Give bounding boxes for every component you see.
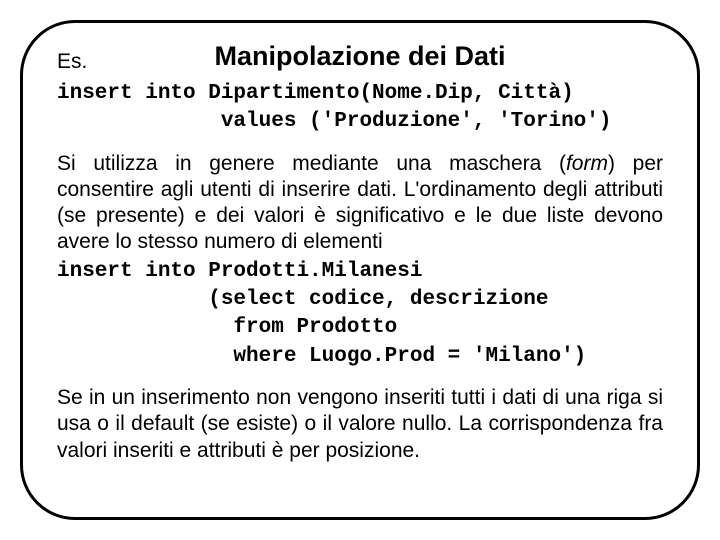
code-block-1: insert into Dipartimento(Nome.Dip, Città… <box>57 80 667 137</box>
code2-line4: where Luogo.Prod = 'Milano') <box>57 345 586 368</box>
code-block-2: insert into Prodotti.Milanesi (select co… <box>57 258 667 371</box>
code2-line3: from Prodotto <box>57 316 397 339</box>
code2-line2: (select codice, descrizione <box>57 288 548 311</box>
code1-line2: values ('Produzione', 'Torino') <box>57 110 612 133</box>
code1-line1: insert into Dipartimento(Nome.Dip, Città… <box>57 82 574 105</box>
paragraph-2: Se in un inserimento non vengono inserit… <box>57 385 663 464</box>
para1-form-word: form <box>566 152 608 175</box>
slide-frame: Manipolazione dei Dati Es. insert into D… <box>20 20 700 520</box>
para1-part-a: Si utilizza in genere mediante una masch… <box>57 152 566 175</box>
paragraph-1: Si utilizza in genere mediante una masch… <box>57 151 663 256</box>
code2-line1: insert into Prodotti.Milanesi <box>57 260 422 283</box>
